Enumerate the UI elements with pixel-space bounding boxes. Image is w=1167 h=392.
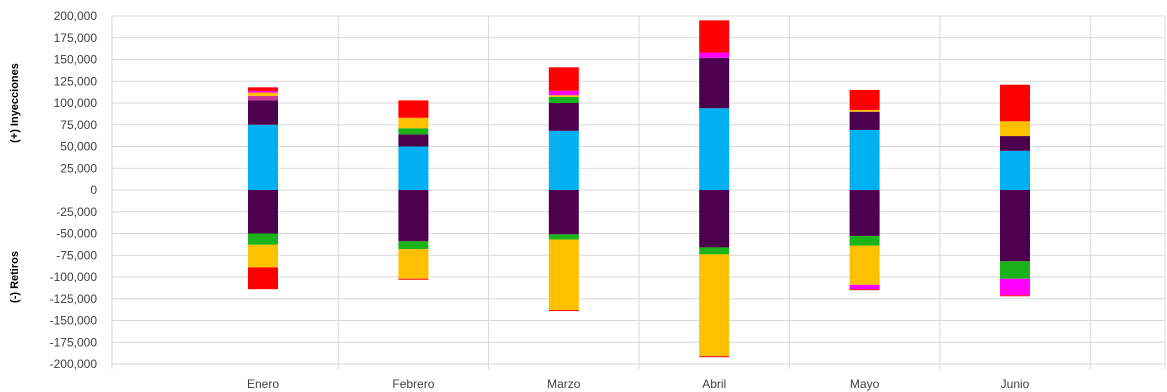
- bar-segment: [1000, 261, 1030, 279]
- bar-segment: [548, 130, 579, 190]
- bar-segment: [849, 236, 880, 246]
- bar-segment: [548, 234, 579, 240]
- bar-segment: [248, 90, 278, 93]
- bar-segment: [699, 190, 730, 248]
- y-tick-label: -200,000: [50, 357, 98, 371]
- y-tick-label: 75,000: [60, 118, 97, 132]
- y-tick-label: 0: [90, 183, 97, 197]
- bar-segment: [849, 111, 880, 130]
- y-tick-label: 175,000: [54, 31, 98, 45]
- bar-segment: [248, 92, 278, 97]
- bar-segment: [398, 117, 429, 129]
- bar-segment: [548, 310, 579, 312]
- bar-segment: [699, 356, 730, 358]
- bar-segment: [398, 128, 429, 135]
- bar-segment: [248, 87, 278, 91]
- bar-segment: [1000, 278, 1030, 296]
- y-tick-label: -125,000: [50, 292, 98, 306]
- x-tick-label: Enero: [247, 377, 279, 391]
- bar-segment: [548, 95, 579, 97]
- y-tick-label: -100,000: [50, 270, 98, 284]
- bar-segment: [849, 284, 880, 290]
- bar-segment: [398, 100, 429, 118]
- x-tick-label: Mayo: [850, 377, 880, 391]
- y-tick-label: 25,000: [60, 161, 97, 175]
- bar-segment: [849, 245, 880, 285]
- bar-segment: [248, 190, 278, 234]
- bar-segment: [699, 108, 730, 190]
- bar-segment: [548, 90, 579, 96]
- bar-segment: [398, 146, 429, 190]
- y-tick-label: -175,000: [50, 335, 98, 349]
- y-tick-label: 125,000: [54, 74, 98, 88]
- bar-segment: [248, 233, 278, 245]
- bar-segment: [699, 20, 730, 53]
- bar-segment: [248, 244, 278, 268]
- bar-segment: [1000, 136, 1030, 151]
- x-tick-label: Abril: [702, 377, 726, 391]
- bars: [248, 20, 1030, 358]
- y-tick-label: -150,000: [50, 314, 98, 328]
- bar-segment: [248, 96, 278, 101]
- y-tick-label: -75,000: [56, 248, 97, 262]
- x-tick-label: Febrero: [392, 377, 434, 391]
- bar-segment: [1000, 84, 1030, 122]
- y-tick-label: 200,000: [54, 9, 98, 23]
- bar-segment: [398, 278, 429, 280]
- bar-segment: [548, 239, 579, 311]
- bar-segment: [699, 52, 730, 58]
- y-axis-title-negative: (-) Retiros: [9, 251, 21, 303]
- y-tick-label: 150,000: [54, 53, 98, 67]
- bar-segment: [398, 241, 429, 250]
- y-tick-label: -25,000: [56, 205, 97, 219]
- bar-segment: [849, 129, 880, 190]
- bar-segment: [1000, 121, 1030, 137]
- bar-segment: [548, 96, 579, 103]
- bar-segment: [398, 190, 429, 242]
- x-tick-label: Junio: [1001, 377, 1030, 391]
- y-tick-label: -50,000: [56, 227, 97, 241]
- bar-segment: [849, 109, 880, 112]
- bar-segment: [699, 254, 730, 357]
- y-tick-label: 100,000: [54, 96, 98, 110]
- bar-segment: [1000, 150, 1030, 190]
- bar-segment: [849, 89, 880, 110]
- x-axis-ticks: Enero Febrero Marzo Abril Mayo Junio: [247, 377, 1030, 391]
- y-tick-label: 50,000: [60, 140, 97, 154]
- bar-segment: [548, 190, 579, 235]
- bar-segment: [398, 134, 429, 147]
- bar-segment: [1000, 190, 1030, 262]
- bar-segment: [699, 57, 730, 109]
- x-tick-label: Marzo: [547, 377, 581, 391]
- bar-segment: [248, 267, 278, 290]
- bar-segment: [849, 289, 880, 291]
- gridlines: [111, 15, 1166, 369]
- bar-segment: [699, 247, 730, 255]
- bar-segment: [248, 100, 278, 125]
- y-axis-ticks: 200,000 175,000 150,000 125,000 100,000 75,00…: [50, 9, 98, 371]
- bar-segment: [248, 124, 278, 190]
- bar-segment: [1000, 295, 1030, 297]
- y-axis-title-positive: (+) Inyecciones: [9, 63, 21, 143]
- bar-segment: [548, 103, 579, 131]
- bar-segment: [548, 67, 579, 91]
- bar-segment: [849, 190, 880, 237]
- bar-segment: [398, 249, 429, 279]
